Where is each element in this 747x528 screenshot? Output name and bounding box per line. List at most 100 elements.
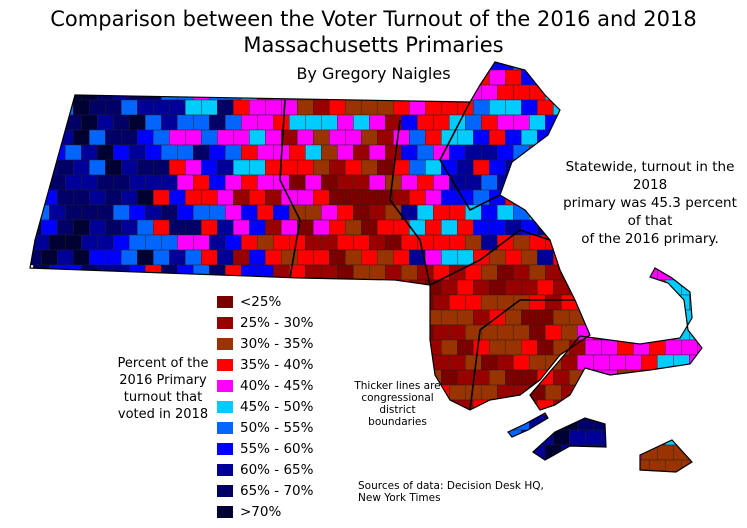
municipality xyxy=(217,249,234,266)
municipality xyxy=(513,384,530,401)
municipality xyxy=(649,459,666,472)
municipality xyxy=(89,279,106,296)
municipality xyxy=(401,234,418,251)
municipality xyxy=(41,279,58,296)
municipality xyxy=(337,444,354,461)
municipality xyxy=(449,414,466,431)
municipality xyxy=(385,264,402,281)
municipality xyxy=(321,354,338,371)
municipality xyxy=(361,99,378,116)
municipality xyxy=(689,475,705,490)
municipality xyxy=(137,339,154,356)
map-subtitle: By Gregory Naigles xyxy=(296,64,451,83)
municipality xyxy=(201,279,218,296)
municipality xyxy=(129,204,146,221)
municipality xyxy=(281,279,298,296)
municipality xyxy=(89,339,106,356)
municipality xyxy=(185,279,202,296)
municipality xyxy=(161,84,178,101)
municipality xyxy=(169,159,186,176)
municipality xyxy=(657,414,674,431)
municipality xyxy=(41,129,58,146)
municipality xyxy=(177,144,194,161)
municipality xyxy=(145,174,162,191)
municipality xyxy=(497,84,514,101)
municipality xyxy=(617,309,634,326)
legend-title: Percent of the 2016 Primary turnout that… xyxy=(108,355,218,423)
municipality xyxy=(441,459,458,472)
municipality xyxy=(33,84,50,101)
municipality xyxy=(81,234,98,251)
municipality xyxy=(161,114,178,131)
municipality xyxy=(393,459,410,472)
municipality xyxy=(417,324,434,341)
legend-swatch xyxy=(217,380,233,392)
municipality xyxy=(705,115,721,130)
nantucket-outline xyxy=(639,439,693,473)
municipality xyxy=(329,309,346,326)
municipality xyxy=(521,129,538,146)
municipality xyxy=(641,414,658,431)
municipality xyxy=(625,414,642,431)
municipality xyxy=(41,249,58,266)
municipality xyxy=(289,114,306,131)
municipality xyxy=(169,99,186,116)
municipality xyxy=(169,189,186,206)
municipality xyxy=(473,219,490,236)
municipality xyxy=(329,129,346,146)
municipality xyxy=(665,129,682,146)
municipality xyxy=(89,369,106,386)
municipality xyxy=(473,159,490,176)
municipality xyxy=(617,279,634,296)
municipality xyxy=(81,144,98,161)
legend-label: 35% - 40% xyxy=(240,357,314,373)
municipality xyxy=(329,99,346,116)
municipality xyxy=(713,460,729,475)
municipality xyxy=(609,264,626,281)
municipality xyxy=(145,84,162,101)
municipality xyxy=(30,99,42,116)
municipality xyxy=(353,354,370,371)
municipality xyxy=(129,144,146,161)
municipality xyxy=(201,159,218,176)
municipality xyxy=(361,459,378,472)
municipality xyxy=(521,189,538,206)
municipality xyxy=(641,354,658,371)
municipality xyxy=(289,84,306,101)
legend-swatch xyxy=(217,506,233,518)
municipality xyxy=(249,219,266,236)
municipality xyxy=(153,459,170,472)
municipality xyxy=(30,399,42,416)
municipality xyxy=(169,249,186,266)
municipality xyxy=(33,384,50,401)
municipality xyxy=(161,294,178,311)
municipality xyxy=(30,279,42,296)
municipality xyxy=(641,384,658,401)
municipality xyxy=(49,444,66,461)
legend-swatch xyxy=(217,464,233,476)
note-line: New York Times xyxy=(358,492,441,504)
municipality xyxy=(337,114,354,131)
municipality xyxy=(169,129,186,146)
municipality xyxy=(441,189,458,206)
municipality xyxy=(513,264,530,281)
municipality xyxy=(721,85,737,100)
municipality xyxy=(617,399,634,416)
municipality xyxy=(329,369,346,386)
municipality xyxy=(209,234,226,251)
municipality xyxy=(665,249,682,266)
municipality xyxy=(121,189,138,206)
municipality xyxy=(369,294,386,311)
municipality xyxy=(665,399,682,416)
municipality xyxy=(225,114,242,131)
municipality xyxy=(193,144,210,161)
municipality xyxy=(353,324,370,341)
municipality xyxy=(241,144,258,161)
municipality xyxy=(585,429,602,446)
municipality xyxy=(657,324,674,341)
municipality xyxy=(297,249,314,266)
municipality xyxy=(361,279,378,296)
municipality xyxy=(385,324,402,341)
municipality xyxy=(369,204,386,221)
municipality xyxy=(145,294,162,311)
